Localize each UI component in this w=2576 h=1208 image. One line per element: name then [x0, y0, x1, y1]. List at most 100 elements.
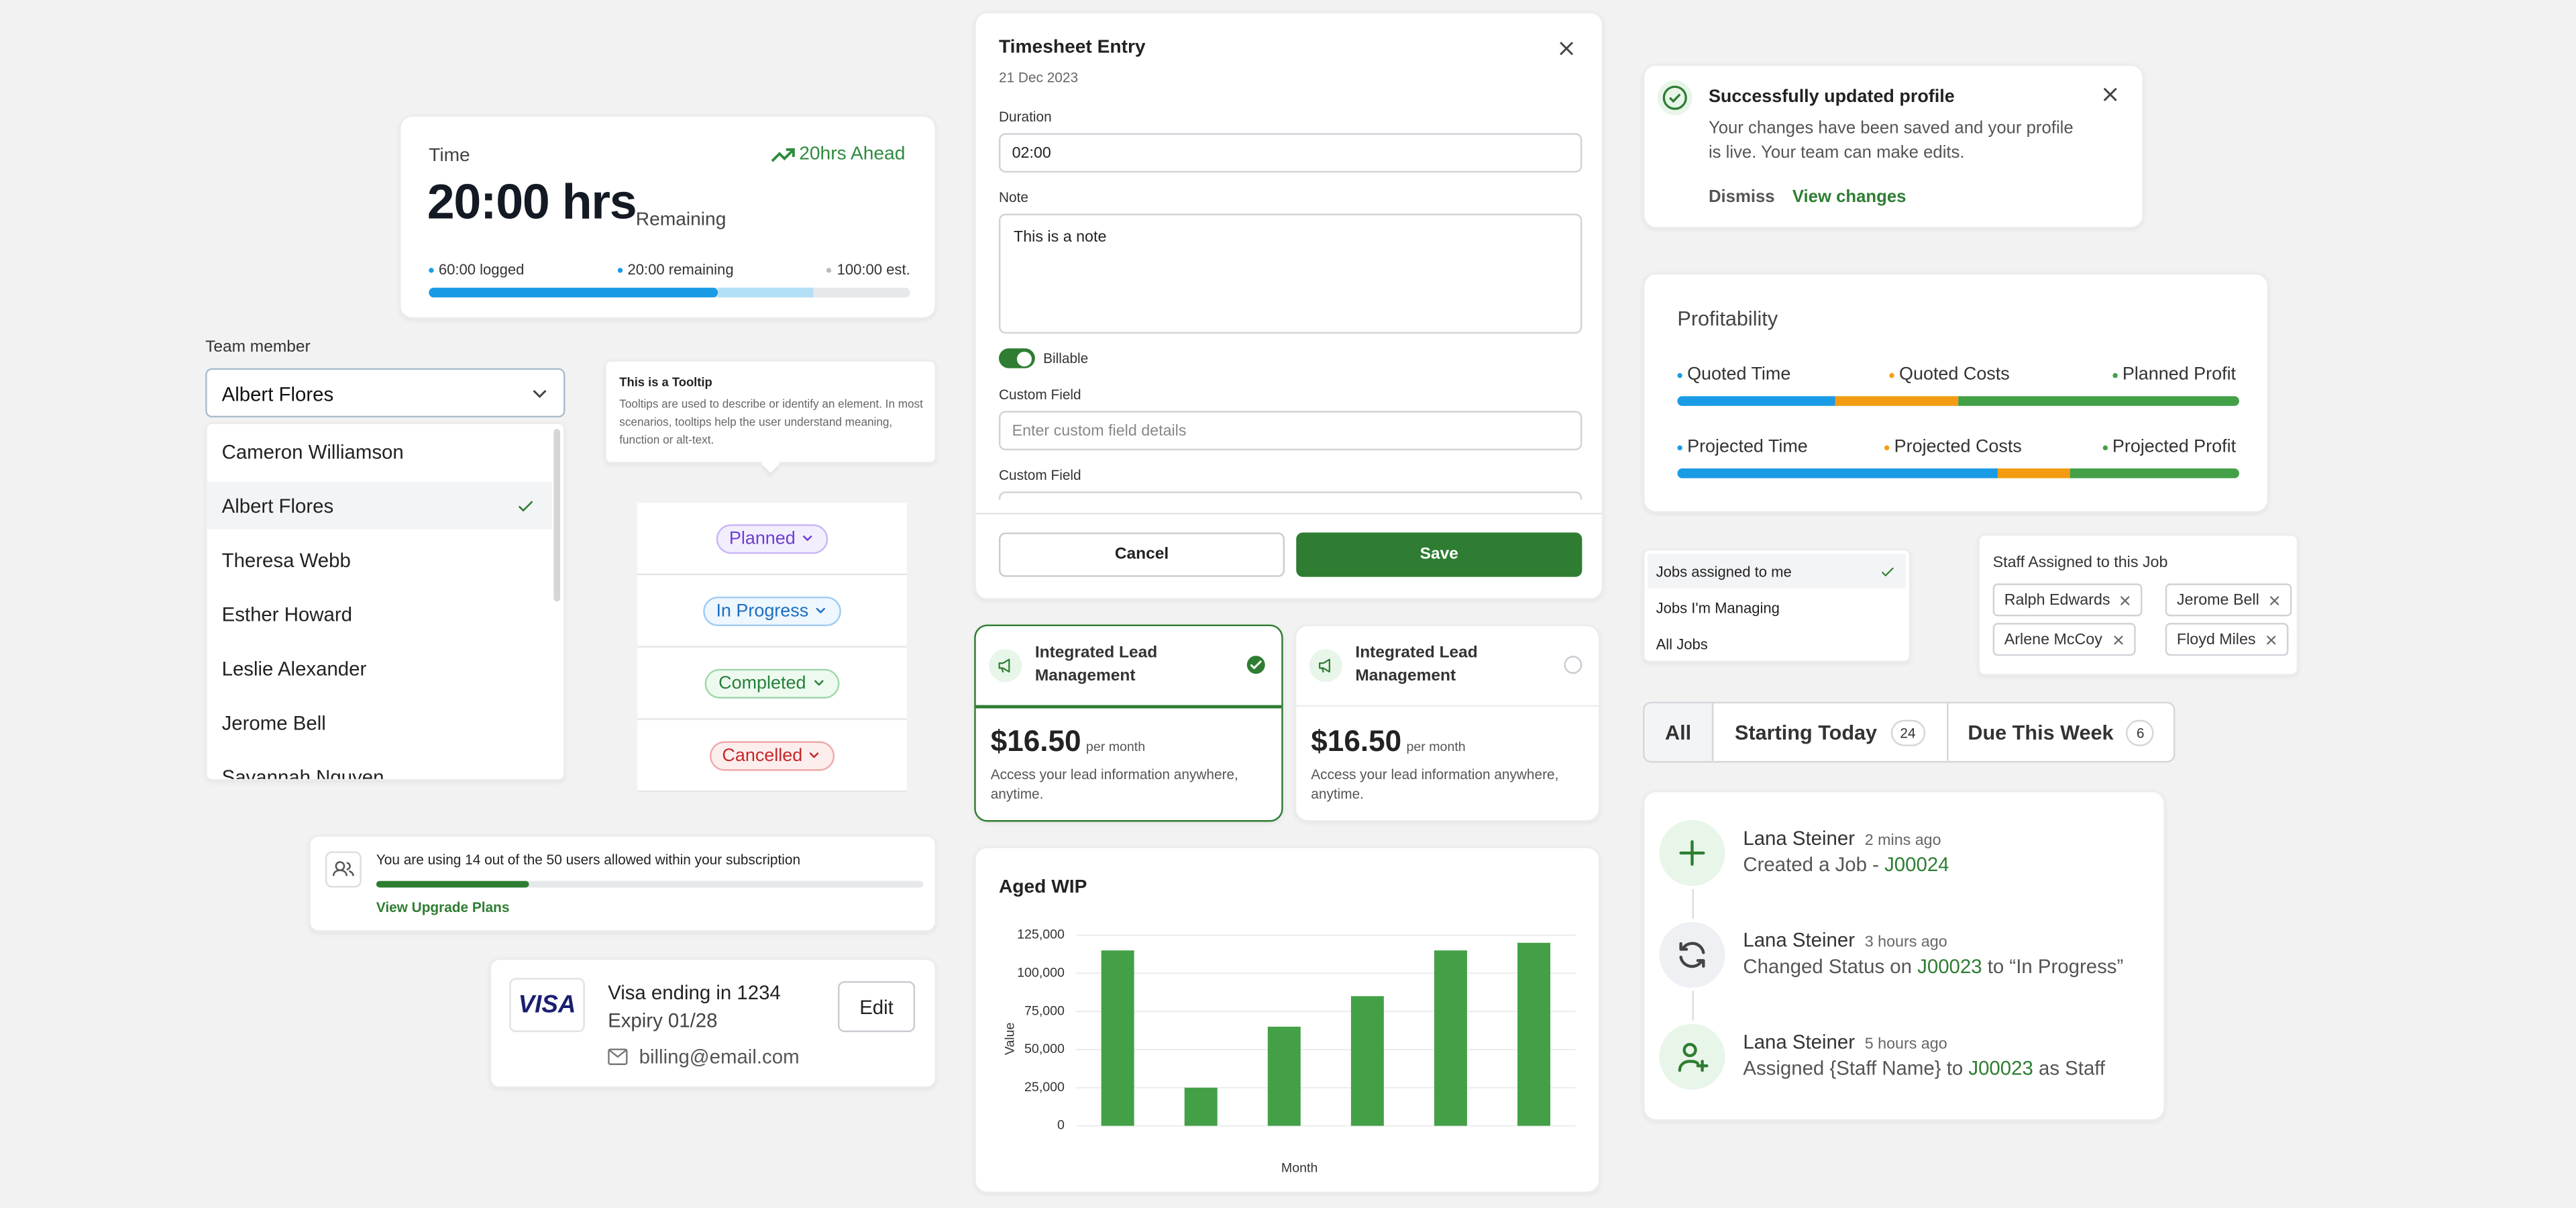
status-pill[interactable]: In Progress: [702, 595, 842, 625]
legend-text: 100:00 est.: [837, 261, 910, 278]
status-pill[interactable]: Cancelled: [708, 740, 836, 770]
profit-label-text: Projected Profit: [2112, 437, 2237, 457]
legend-dot: [2102, 444, 2108, 450]
plan-price: $16.50: [1311, 725, 1402, 758]
input-value: This is a note: [1014, 228, 1107, 247]
job-link[interactable]: J00023: [1968, 1056, 2033, 1080]
activity-glyph-path: [1679, 942, 1705, 968]
jobs-filter: Jobs assigned to me Jobs I'm Managing All …: [1642, 548, 1911, 662]
remove-icon-path: [2121, 595, 2131, 605]
option[interactable]: Leslie Alexander: [207, 644, 552, 692]
activity-text: Assigned {Staff Name} to J00023 as Staff: [1743, 1057, 2105, 1080]
close-button[interactable]: [2101, 85, 2119, 103]
tab-count: 24: [1890, 719, 1926, 746]
dismiss-button[interactable]: Dismiss: [1708, 187, 1775, 207]
option[interactable]: Savannah Nguyen: [207, 753, 552, 779]
team-select[interactable]: Albert Flores: [205, 368, 566, 418]
activity-post: to “In Progress”: [1982, 954, 2124, 978]
duration-input[interactable]: 02:00: [998, 133, 1582, 173]
radio[interactable]: [1564, 656, 1582, 674]
plan-icon: [989, 649, 1022, 683]
option[interactable]: Esther Howard: [207, 590, 552, 638]
status-pill[interactable]: Planned: [716, 523, 828, 554]
tooltip: This is a Tooltip Tooltips are used to d…: [604, 360, 936, 473]
activity-name: Lana Steiner: [1743, 928, 1856, 952]
note-input[interactable]: This is a note: [998, 213, 1582, 334]
save-button[interactable]: Save: [1296, 532, 1582, 577]
remove-icon[interactable]: [2264, 632, 2279, 647]
remaining-bar: [717, 287, 814, 298]
activity-post: as Staff: [2033, 1056, 2106, 1080]
profit-label-text: Planned Profit: [2122, 364, 2237, 385]
option-text: Theresa Webb: [221, 548, 351, 572]
staff-tag: Arlene McCoy: [1992, 623, 2135, 656]
tab-label: All: [1665, 720, 1692, 744]
radio[interactable]: [1246, 656, 1265, 674]
tab[interactable]: All: [1644, 703, 1712, 761]
legend-item: 100:00 est.: [826, 261, 910, 278]
legend-dot: [1884, 444, 1890, 450]
trend-icon: [771, 147, 796, 162]
tab-count: 6: [2127, 719, 2155, 746]
cancel-button[interactable]: Cancel: [998, 532, 1285, 577]
plan-card[interactable]: Integrated Lead Management $16.50 per mont…: [974, 624, 1283, 822]
y-tick-label: 0: [1057, 1118, 1065, 1133]
view-changes-button[interactable]: View changes: [1792, 187, 1907, 207]
bar: [1350, 996, 1384, 1126]
aged-wip-card: Aged WIP Value Month 0 25,000 50,000 75,000…: [974, 846, 1601, 1193]
toggle[interactable]: [998, 348, 1035, 368]
option[interactable]: Jerome Bell: [207, 699, 552, 746]
profit-bar: [1677, 468, 2239, 479]
activity-glyph-path: [1679, 840, 1705, 866]
option[interactable]: Theresa Webb: [207, 536, 552, 583]
activity-icon: [1659, 921, 1725, 988]
radio-check: [1250, 660, 1262, 669]
option[interactable]: Cameron Williamson: [207, 427, 552, 475]
profitability-title: Profitability: [1677, 307, 1778, 331]
legend-text: 20:00 remaining: [627, 261, 734, 278]
staff-title: Staff Assigned to this Job: [1992, 554, 2168, 572]
custom-input[interactable]: [998, 491, 1582, 500]
card-brand: VISA: [509, 978, 585, 1032]
custom-input[interactable]: Enter custom field details: [998, 411, 1582, 451]
toast-text: Your changes have been saved and your pr…: [1708, 118, 2074, 163]
tooltip-arrow: [761, 454, 780, 473]
activity-feed: Lana Steiner 2 mins ago Created a Job - J0…: [1642, 790, 2165, 1121]
time-label: Time: [429, 146, 470, 166]
upgrade-link[interactable]: View Upgrade Plans: [376, 899, 510, 916]
bar: [1101, 950, 1134, 1126]
scrollbar[interactable]: [553, 429, 561, 602]
profit-segment: [1958, 396, 2239, 406]
filter-option[interactable]: Jobs I'm Managing: [1648, 590, 1905, 624]
time-sub: Remaining: [635, 210, 727, 230]
job-link[interactable]: J00023: [1917, 954, 1982, 978]
status-pill[interactable]: Completed: [705, 668, 839, 698]
close-button[interactable]: [1558, 40, 1576, 58]
option-text: Albert Flores: [221, 495, 334, 518]
tab[interactable]: Due This Week 6: [1947, 703, 2174, 761]
legend-dot: [2112, 372, 2118, 378]
chart: Aged WIP Value Month 0 25,000 50,000 75,000…: [999, 876, 1576, 1175]
job-link[interactable]: J00024: [1884, 853, 1949, 876]
remove-icon[interactable]: [2267, 593, 2282, 607]
option-text: Jerome Bell: [221, 711, 326, 735]
filter-option[interactable]: All Jobs: [1648, 626, 1905, 660]
plan-period: per month: [1406, 740, 1466, 755]
filter-option[interactable]: Jobs assigned to me: [1648, 554, 1906, 589]
option[interactable]: Albert Flores: [207, 481, 552, 530]
subscription-card: You are using 14 out of the 50 users all…: [309, 835, 936, 932]
activity-action: Changed Status on: [1743, 954, 1918, 978]
remove-icon[interactable]: [2118, 593, 2133, 607]
toggle-label: Billable: [1043, 350, 1089, 367]
divider: [975, 513, 1602, 515]
modal-title: Timesheet Entry: [998, 38, 1146, 58]
legend-text: 60:00 logged: [438, 261, 525, 278]
status-text: Completed: [718, 672, 806, 693]
remove-icon[interactable]: [2110, 632, 2125, 647]
edit-button[interactable]: Edit: [837, 981, 916, 1032]
plan-card[interactable]: Integrated Lead Management $16.50 per mont…: [1294, 624, 1601, 822]
tab[interactable]: Starting Today 24: [1711, 703, 1947, 761]
chevron: [814, 680, 823, 686]
chart-title: Aged WIP: [999, 876, 1087, 897]
